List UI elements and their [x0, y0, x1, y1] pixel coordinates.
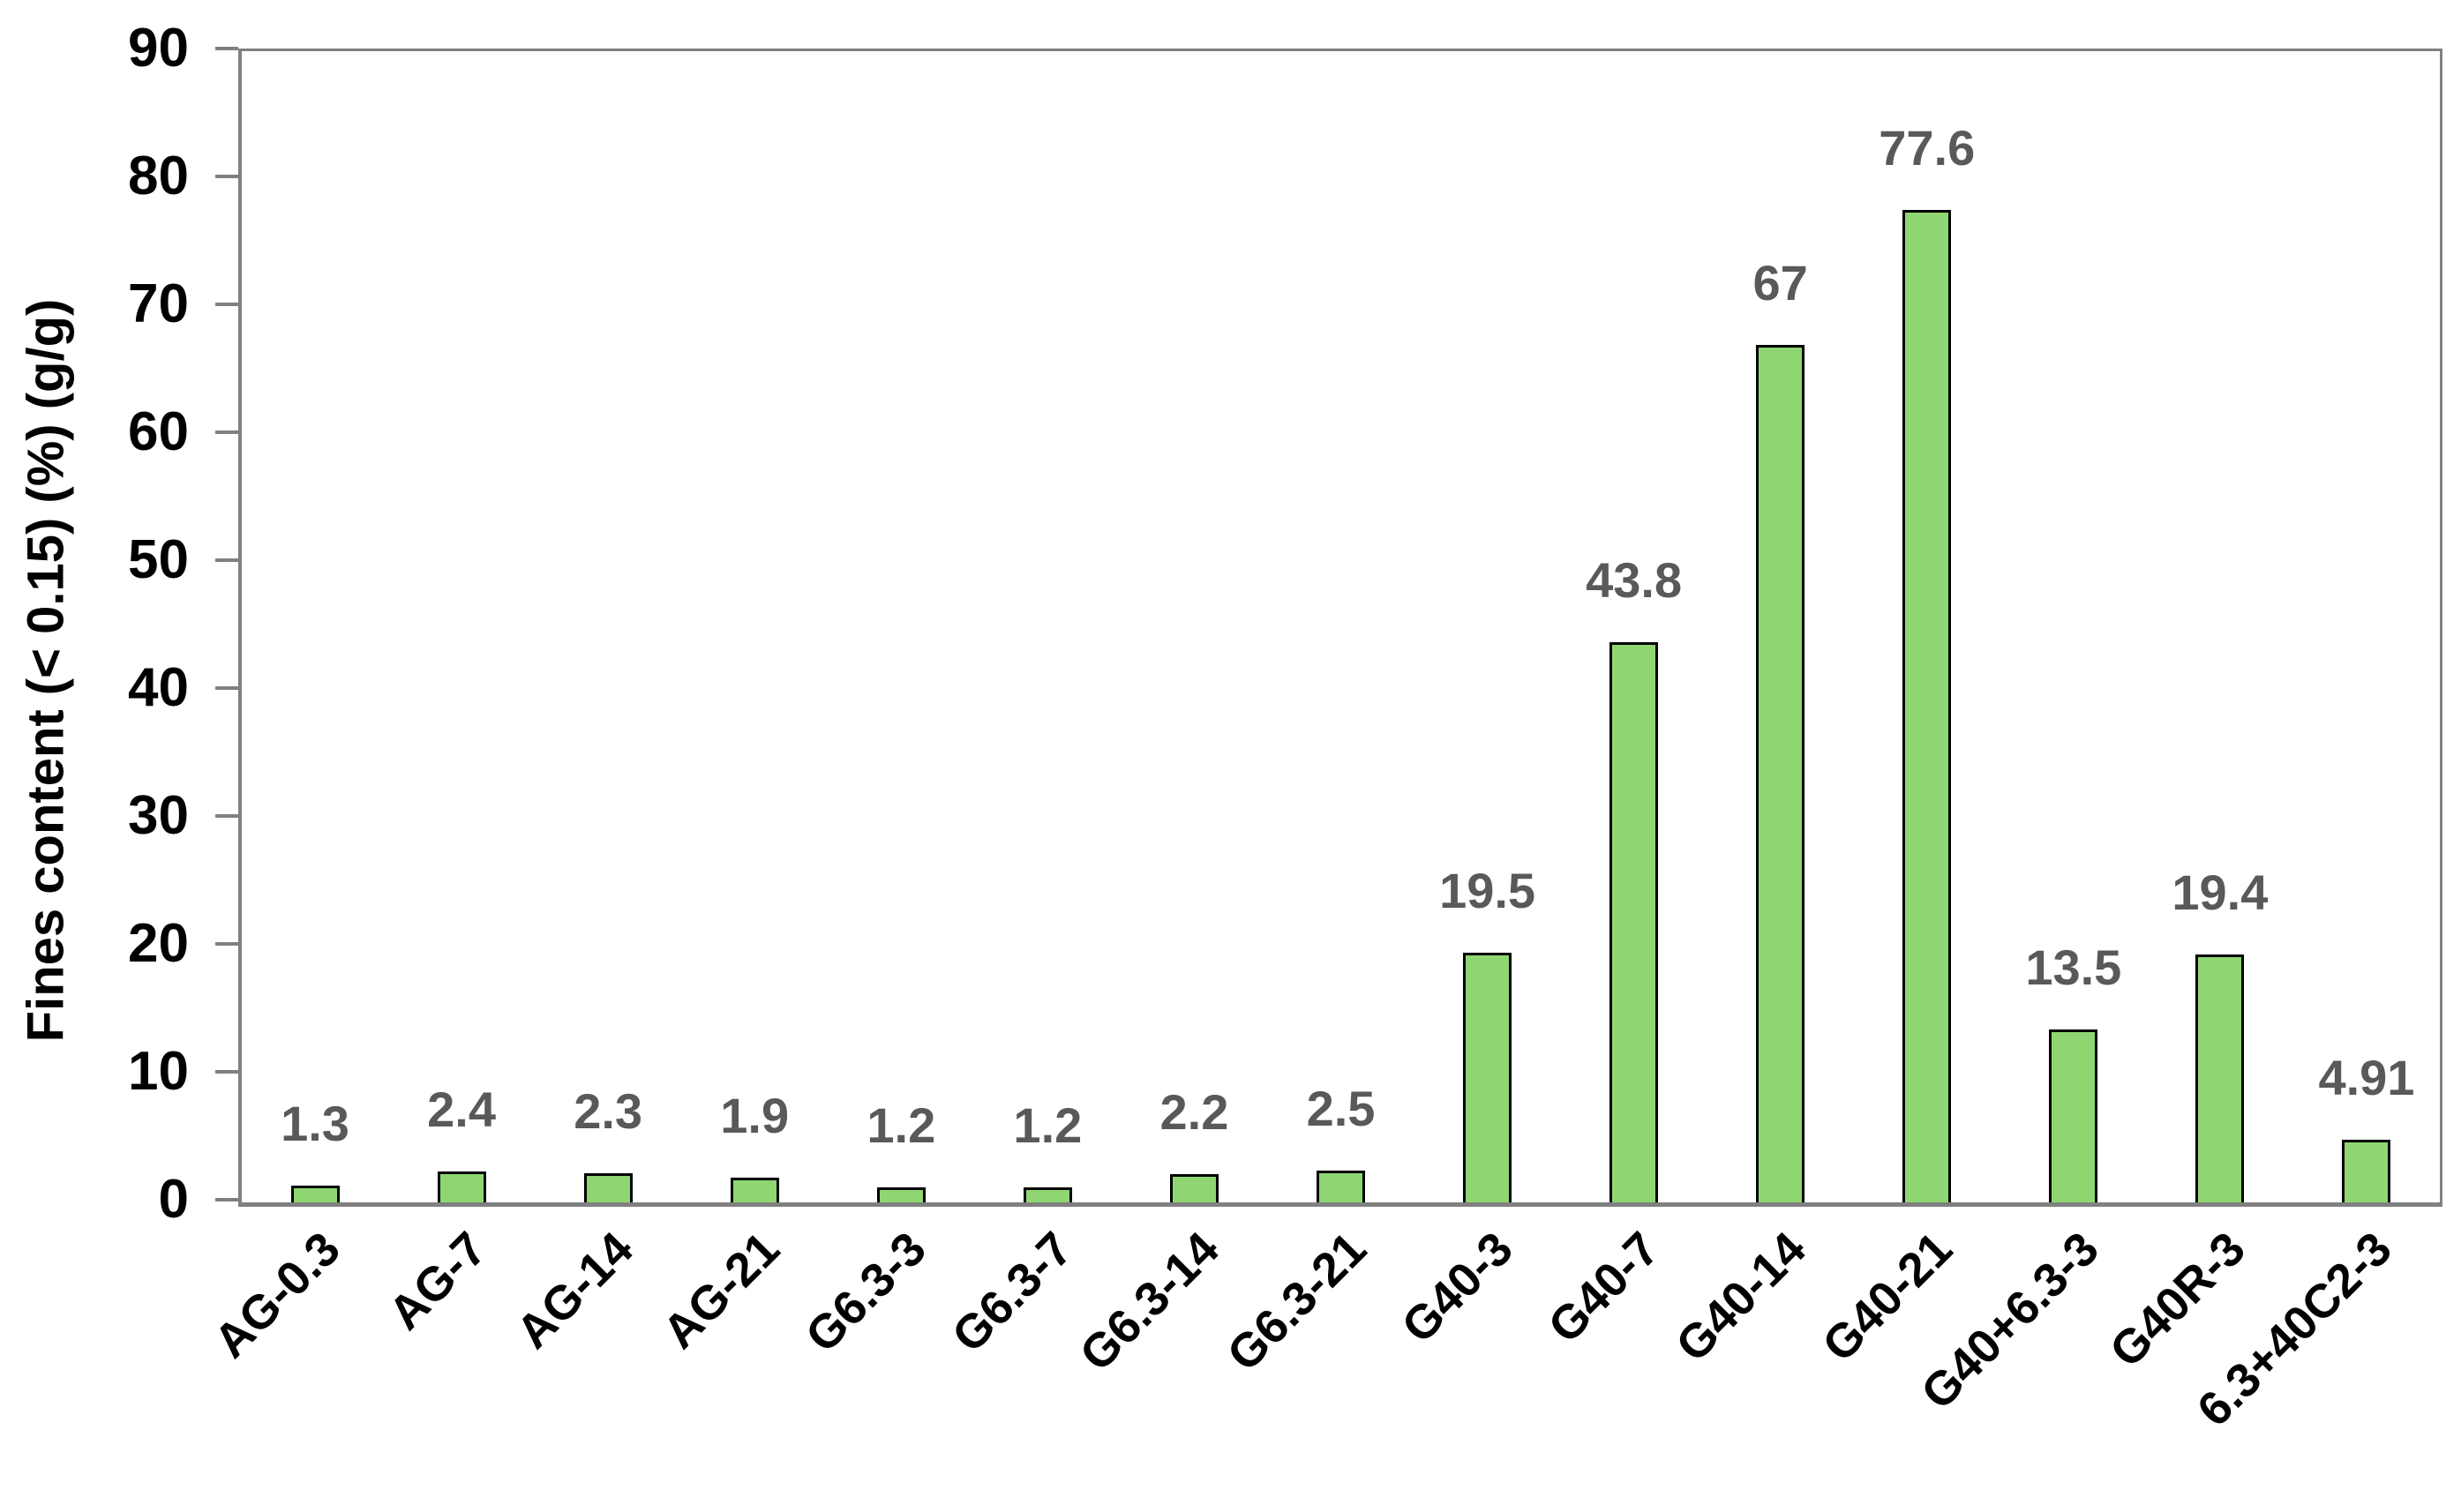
bar: [1902, 210, 1951, 1202]
bar-value-label: 43.8: [1586, 552, 1683, 608]
y-axis-tick-label: 60: [128, 401, 189, 462]
bar: [1463, 953, 1512, 1202]
bar: [438, 1171, 486, 1202]
x-axis-tick-label: AG-0.3: [204, 1222, 350, 1368]
bar: [1609, 642, 1658, 1202]
bar-value-label: 1.2: [1013, 1097, 1083, 1153]
y-axis-tick-mark: [215, 558, 238, 562]
bar: [2049, 1029, 2097, 1202]
y-axis-tick-mark: [215, 47, 238, 50]
y-axis-tick-mark: [215, 686, 238, 690]
bar: [1756, 345, 1804, 1202]
y-axis-tick-label: 20: [128, 913, 189, 974]
plot-area: 1.3 2.4 2.3 1.9 1.2 1.2 2.2 2.5 19.5 43.8 67 77.6 13…: [238, 49, 2442, 1207]
bar: [1317, 1171, 1365, 1202]
y-axis-tick-mark: [215, 175, 238, 178]
bar: [1024, 1187, 1072, 1202]
bar: [1170, 1174, 1219, 1202]
bar-value-label: 2.2: [1159, 1084, 1229, 1140]
bar: [2342, 1140, 2390, 1202]
bar: [877, 1187, 926, 1202]
y-axis-tick-label: 90: [128, 18, 189, 79]
bar-value-label: 1.3: [281, 1096, 349, 1151]
bar-value-label: 67: [1752, 255, 1808, 311]
bar-value-label: 2.3: [574, 1083, 643, 1139]
y-axis-tick-label: 70: [128, 273, 189, 334]
y-axis-tick-label: 50: [128, 529, 189, 590]
y-axis-tick-mark: [215, 303, 238, 306]
y-axis-tick-label: 40: [128, 657, 189, 718]
y-axis-tick-mark: [215, 942, 238, 946]
bar-value-label: 1.2: [867, 1097, 936, 1153]
bar: [731, 1178, 779, 1202]
y-axis-tick-mark: [215, 430, 238, 434]
y-axis-tick-mark: [215, 1198, 238, 1201]
bar: [584, 1173, 633, 1202]
y-axis-tick-mark: [215, 814, 238, 818]
bar: [291, 1186, 340, 1202]
bar-value-label: 2.4: [427, 1082, 497, 1137]
y-axis-tick-label: 80: [128, 146, 189, 206]
bar-value-label: 77.6: [1879, 120, 1976, 176]
bar-value-label: 19.5: [1439, 863, 1536, 918]
bar-value-label: 4.91: [2318, 1050, 2415, 1105]
y-axis-tick-label: 10: [128, 1041, 189, 1102]
y-axis-tick-label: 0: [158, 1169, 189, 1230]
bar-value-label: 13.5: [2025, 939, 2122, 995]
y-axis-tick-label: 30: [128, 785, 189, 846]
bar-value-label: 1.9: [720, 1088, 790, 1143]
bar-value-label: 19.4: [2172, 865, 2269, 920]
y-axis-tick-mark: [215, 1070, 238, 1074]
bar-value-label: 2.5: [1306, 1081, 1376, 1136]
bar: [2195, 954, 2244, 1202]
